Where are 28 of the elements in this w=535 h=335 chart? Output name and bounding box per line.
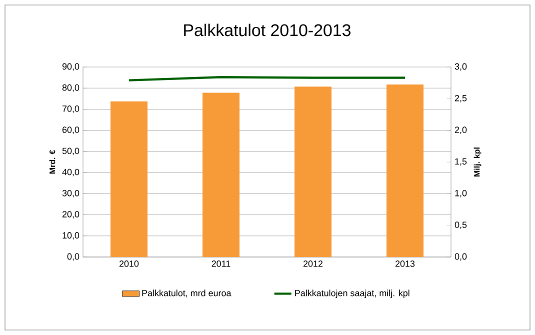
y-tick-label: 50,0 [62, 148, 80, 156]
bar [110, 101, 148, 257]
legend-label: Palkkatulojen saajat, milj. kpl [295, 290, 410, 298]
bar [202, 92, 240, 257]
y-tick-label: 20,0 [62, 211, 80, 218]
y-tick-label: 90,0 [62, 63, 80, 71]
y-tick-label: 0,0 [67, 253, 80, 261]
bar [294, 86, 332, 257]
y-tick-label: 60,0 [62, 126, 80, 134]
y2-tick-label: 2,5 [454, 94, 467, 102]
y2-tick-label: 0,0 [454, 253, 467, 261]
y2-tick-label: 1,5 [455, 158, 467, 166]
x-tick-label: 2010 [119, 260, 139, 267]
chart-title: Palkkatulot 2010-2013 [184, 24, 350, 36]
y-tick-label: 80,0 [62, 84, 80, 92]
x-tick-label: 2011 [212, 260, 230, 267]
x-tick-label: 2012 [303, 260, 323, 267]
y-tick-label: 30,0 [62, 190, 80, 198]
y-tick-label: 70,0 [62, 106, 80, 113]
x-tick-label: 2013 [395, 260, 415, 267]
y2-tick-label: 2,0 [454, 126, 467, 134]
y2-tick-label: 1,0 [455, 190, 467, 198]
y-tick-label: 40,0 [62, 168, 80, 176]
y-tick-label: 10,0 [62, 232, 80, 240]
y2-tick-label: 3,0 [454, 63, 467, 71]
legend-label: Palkkatulot, mrd euroa [142, 290, 232, 298]
bar [386, 84, 424, 257]
y2-tick-label: 0,5 [454, 222, 467, 230]
